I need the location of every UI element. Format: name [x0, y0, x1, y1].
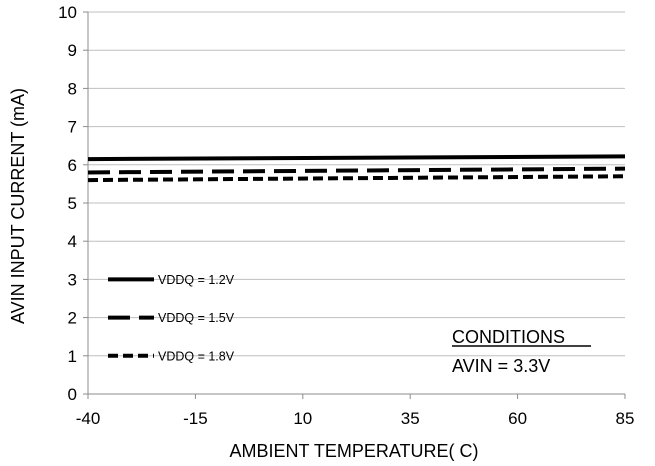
x-tick-labels: -40 -15 10 35 60 85 — [76, 409, 635, 428]
y-tick-label: 5 — [68, 194, 77, 213]
y-tick-label: 9 — [68, 41, 77, 60]
y-tick-label: 10 — [58, 3, 77, 22]
x-tick-label: -40 — [76, 409, 101, 428]
y-tick-label: 7 — [68, 118, 77, 137]
series-line-1 — [87, 154, 626, 162]
x-tick-label: -15 — [183, 409, 208, 428]
series-line-2 — [87, 166, 626, 175]
x-axis-title: AMBIENT TEMPERATURE( C) — [229, 441, 478, 461]
x-tick-label: 60 — [508, 409, 527, 428]
y-axis-title: AVIN INPUT CURRENT (mA) — [8, 88, 28, 324]
series-line-3 — [87, 174, 626, 183]
legend-label-1: VDDQ = 1.2V — [158, 273, 235, 287]
conditions-annotation: CONDITIONS AVIN = 3.3V — [452, 327, 591, 376]
axes — [83, 11, 626, 399]
y-tick-label: 4 — [68, 232, 77, 251]
x-tick-label: 35 — [401, 409, 420, 428]
y-tick-label: 1 — [68, 347, 77, 366]
gridlines — [88, 11, 625, 357]
y-tick-label: 8 — [68, 79, 77, 98]
conditions-title: CONDITIONS — [452, 327, 565, 347]
y-tick-label: 2 — [68, 309, 77, 328]
y-tick-label: 0 — [68, 385, 77, 404]
legend: VDDQ = 1.2V VDDQ = 1.5V VDDQ = 1.8V — [108, 273, 235, 363]
series-lines — [87, 154, 626, 183]
y-tick-labels: 0 1 2 3 4 5 6 7 8 9 10 — [58, 3, 77, 404]
legend-label-2: VDDQ = 1.5V — [158, 311, 235, 325]
x-tick-label: 85 — [616, 409, 635, 428]
conditions-text: AVIN = 3.3V — [452, 356, 550, 376]
legend-label-3: VDDQ = 1.8V — [158, 349, 235, 363]
y-tick-label: 6 — [68, 156, 77, 175]
x-tick-label: 10 — [293, 409, 312, 428]
y-tick-label: 3 — [68, 270, 77, 289]
